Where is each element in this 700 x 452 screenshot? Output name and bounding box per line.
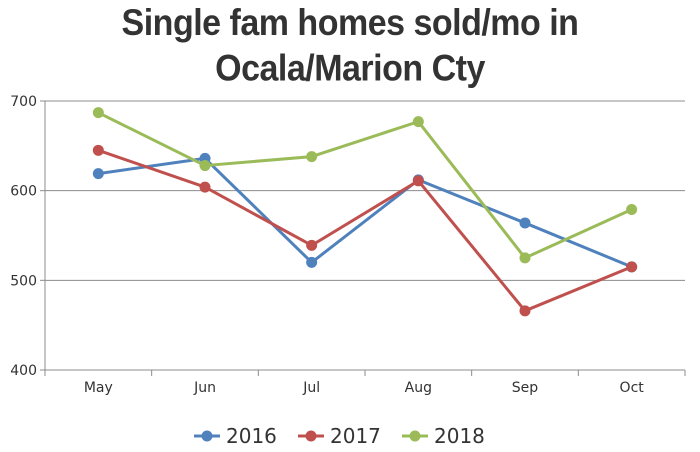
legend-swatch-marker-2017 — [305, 430, 317, 442]
series-line-2017 — [97, 148, 633, 313]
point-2017-sep — [519, 305, 531, 317]
point-2016-sep — [519, 217, 531, 229]
point-2018-jul — [306, 151, 318, 163]
point-2018-sep — [519, 252, 531, 264]
point-2016-may — [92, 168, 104, 180]
point-2018-jun — [199, 160, 211, 172]
chart-title-line1: Single fam homes sold/mo in — [121, 2, 579, 44]
point-2017-jun — [199, 181, 211, 193]
x-tick-label-sep: Sep — [512, 380, 539, 396]
series-lines — [92, 107, 638, 317]
point-2017-jul — [306, 239, 318, 251]
y-tick-label-500: 500 — [10, 273, 37, 289]
point-2018-may — [92, 107, 104, 119]
legend-swatch-marker-2016 — [201, 430, 213, 442]
series-line-2016 — [98, 156, 633, 269]
legend-label-2017: 2017 — [330, 424, 381, 448]
point-2018-aug — [412, 116, 424, 128]
legend-label-2018: 2018 — [434, 424, 485, 448]
point-2017-may — [92, 144, 104, 156]
point-2016-jul — [306, 256, 318, 268]
grid-lines — [45, 100, 685, 371]
legend: 2016 2017 2018 — [194, 424, 485, 448]
axes: 400 500 600 700 May Jun Jul Aug Sep Oct — [10, 94, 686, 396]
series-2017 — [92, 144, 638, 317]
legend-label-2016: 2016 — [226, 424, 277, 448]
legend-swatch-marker-2018 — [409, 430, 421, 442]
series-line-2018 — [97, 111, 633, 260]
x-tick-label-jun: Jun — [193, 380, 216, 396]
legend-item-2016: 2016 — [194, 424, 277, 448]
y-tick-label-400: 400 — [10, 363, 37, 379]
point-2017-oct — [626, 261, 638, 273]
chart-title: Single fam homes sold/mo in Ocala/Marion… — [0, 1, 700, 92]
y-tick-label-600: 600 — [10, 184, 37, 200]
x-tick-label-jul: Jul — [302, 380, 320, 396]
series-2018 — [92, 107, 638, 264]
point-2018-oct — [626, 203, 638, 215]
legend-item-2018: 2018 — [402, 424, 485, 448]
x-tick-label-may: May — [84, 380, 113, 396]
legend-item-2017: 2017 — [298, 424, 381, 448]
x-tick-label-oct: Oct — [620, 380, 645, 396]
point-2017-aug — [412, 175, 424, 187]
chart-title-line2: Ocala/Marion Cty — [215, 48, 485, 90]
x-tick-label-aug: Aug — [405, 380, 432, 396]
y-tick-label-700: 700 — [10, 94, 37, 110]
